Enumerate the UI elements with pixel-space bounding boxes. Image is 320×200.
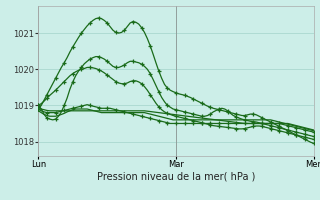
- X-axis label: Pression niveau de la mer( hPa ): Pression niveau de la mer( hPa ): [97, 172, 255, 182]
